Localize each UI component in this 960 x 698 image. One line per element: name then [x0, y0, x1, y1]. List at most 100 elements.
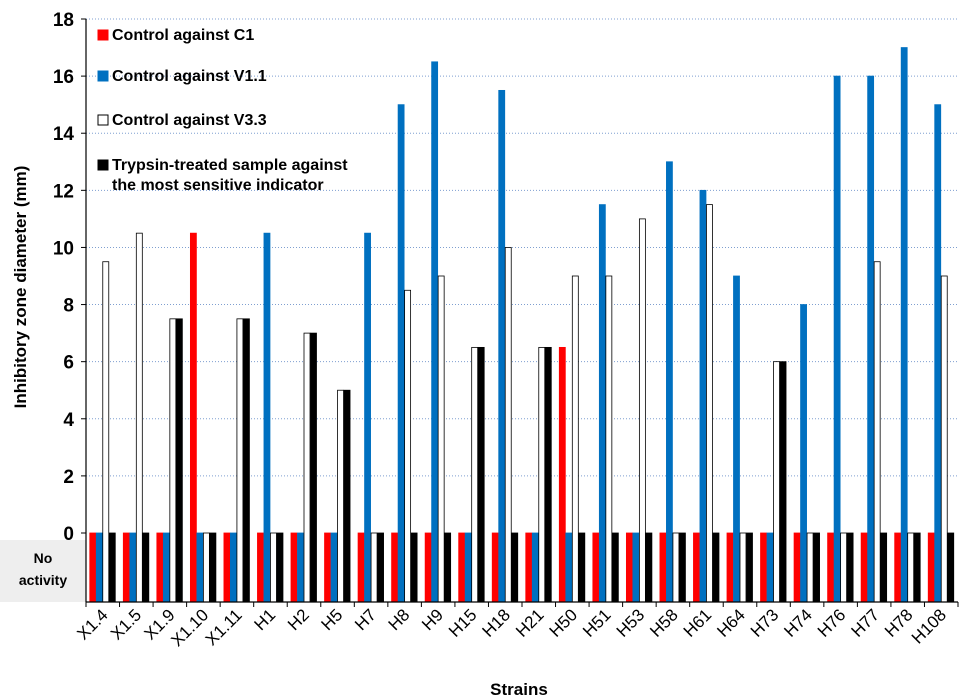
- bar: [297, 532, 304, 603]
- bar: [504, 247, 512, 603]
- bar: [270, 532, 277, 603]
- bar: [230, 532, 237, 603]
- bar: [498, 89, 506, 603]
- x-tick-label: H8: [385, 605, 414, 634]
- x-tick-label: X1.10: [167, 605, 212, 650]
- bar: [726, 532, 734, 603]
- bar: [236, 318, 244, 603]
- bar: [733, 275, 740, 603]
- x-tick-label: H77: [847, 605, 882, 640]
- bar: [243, 318, 250, 603]
- legend-label: the most sensitive indicator: [112, 177, 324, 194]
- bar: [531, 532, 539, 603]
- bar: [578, 532, 586, 603]
- legend-swatch: [97, 29, 109, 41]
- x-tick-label: H15: [445, 605, 480, 640]
- legend-label: Trypsin-treated sample against: [112, 157, 348, 174]
- bar: [102, 261, 110, 603]
- bar: [209, 532, 217, 603]
- bar: [95, 532, 103, 603]
- bar: [491, 532, 499, 603]
- bar: [827, 532, 835, 603]
- bar: [907, 532, 915, 603]
- bar: [129, 532, 137, 603]
- bar: [162, 532, 170, 603]
- bar: [397, 104, 405, 603]
- y-tick-labels: 18 16 14 12 10 8 6 4 2 0: [53, 10, 75, 545]
- bar: [290, 532, 298, 603]
- legend-label: Control against V3.3: [112, 112, 267, 129]
- bar: [175, 318, 183, 603]
- bar: [169, 318, 177, 603]
- no-activity-label-line2: activity: [19, 572, 67, 588]
- bar: [89, 532, 97, 603]
- bar: [632, 532, 640, 603]
- bar: [625, 532, 633, 603]
- bar: [377, 532, 384, 603]
- y-tick-label: 8: [63, 296, 74, 317]
- x-tick-label: H2: [284, 605, 313, 634]
- bar: [189, 232, 197, 603]
- bar: [699, 189, 707, 603]
- legend-swatch: [97, 159, 109, 171]
- bar: [813, 532, 820, 603]
- bar: [223, 532, 231, 603]
- bar: [934, 104, 942, 603]
- no-activity-label-line1: No: [34, 550, 53, 566]
- x-tick-label: H73: [747, 605, 782, 640]
- x-tick-label: X1.4: [73, 605, 111, 643]
- bar: [947, 532, 955, 603]
- bar: [511, 532, 519, 603]
- bar: [431, 61, 439, 603]
- axes: [81, 18, 959, 607]
- gridlines: [86, 18, 958, 477]
- bar: [679, 532, 686, 603]
- x-tick-label: H61: [680, 605, 715, 640]
- bar: [565, 532, 573, 603]
- bar: [324, 532, 331, 603]
- x-tick-label: H108: [908, 605, 950, 647]
- x-tick-label: H64: [713, 605, 748, 640]
- bar: [880, 532, 888, 603]
- x-tick-label: H9: [418, 605, 447, 634]
- legend-swatch: [97, 114, 109, 126]
- bar: [142, 532, 150, 603]
- bar: [773, 361, 780, 603]
- bar: [471, 346, 479, 603]
- legend: Control against C1 Control against V1.1 Co…: [97, 27, 348, 194]
- bar: [404, 289, 412, 603]
- bar: [330, 532, 338, 603]
- bar: [894, 532, 902, 603]
- y-tick-label: 18: [53, 10, 74, 31]
- bar: [672, 532, 680, 603]
- bar: [611, 532, 619, 603]
- bar: [706, 204, 713, 603]
- y-tick-label: 16: [53, 67, 74, 88]
- bar: [746, 532, 753, 603]
- bar: [940, 275, 948, 603]
- bar: [833, 75, 841, 603]
- bar: [538, 346, 546, 603]
- bar: [913, 532, 921, 603]
- legend-label: Control against V1.1: [112, 68, 267, 85]
- bar: [793, 532, 801, 603]
- bar: [477, 346, 485, 603]
- bar: [712, 532, 720, 603]
- bar: [592, 532, 600, 603]
- bar: [202, 532, 210, 603]
- bar: [357, 532, 365, 603]
- bar: [370, 532, 378, 603]
- x-tick-label: X1.5: [107, 605, 145, 643]
- bar: [766, 532, 774, 603]
- bar: [364, 232, 371, 603]
- legend-label: Control against C1: [112, 27, 254, 44]
- bar: [927, 532, 935, 603]
- bar: [525, 532, 533, 603]
- bar: [800, 304, 807, 603]
- x-axis-title: Strains: [490, 680, 548, 698]
- bars: [89, 47, 955, 603]
- y-tick-label: 14: [53, 124, 75, 145]
- x-tick-label: H58: [646, 605, 681, 640]
- x-tick-label: H18: [479, 605, 514, 640]
- x-tick-label: X1.11: [202, 605, 246, 649]
